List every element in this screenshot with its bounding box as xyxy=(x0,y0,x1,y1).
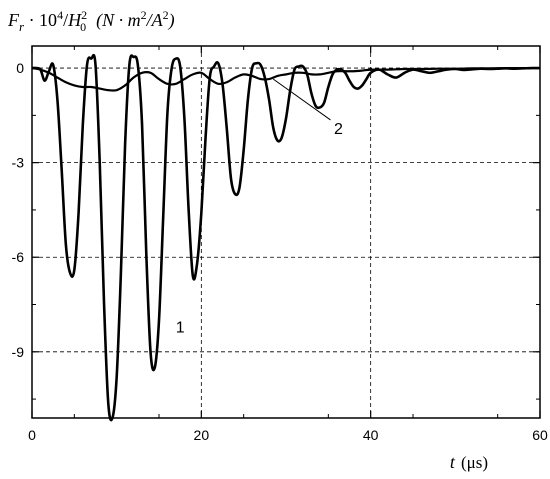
grid-lines xyxy=(32,46,540,418)
y-axis-label: Fr · 104/H2 0 (N · m2/A2) xyxy=(7,8,175,34)
x-tick-label: 20 xyxy=(194,427,210,443)
curve-label-2: 2 xyxy=(334,121,343,138)
curve-label-1: 1 xyxy=(176,320,185,337)
tick-labels: 0 20 40 60 0 -3 -6 -9 xyxy=(12,60,548,443)
x-tick-label: 40 xyxy=(363,427,379,443)
y-tick-label: -9 xyxy=(12,344,25,360)
series-1-line xyxy=(31,53,541,422)
series-layer xyxy=(31,53,541,422)
series-annotations: 12 xyxy=(176,78,343,337)
x-axis-label: t (μs) xyxy=(450,452,488,472)
y-tick-label: 0 xyxy=(16,60,24,76)
y-tick-label: -6 xyxy=(12,249,25,265)
plot-frame xyxy=(31,45,541,419)
x-tick-label: 60 xyxy=(532,427,548,443)
curve-2-leader-line xyxy=(273,78,331,121)
tick-marks xyxy=(31,46,541,418)
x-tick-label: 0 xyxy=(28,427,36,443)
y-tick-label: -3 xyxy=(12,155,25,171)
series-2-line xyxy=(31,66,540,92)
